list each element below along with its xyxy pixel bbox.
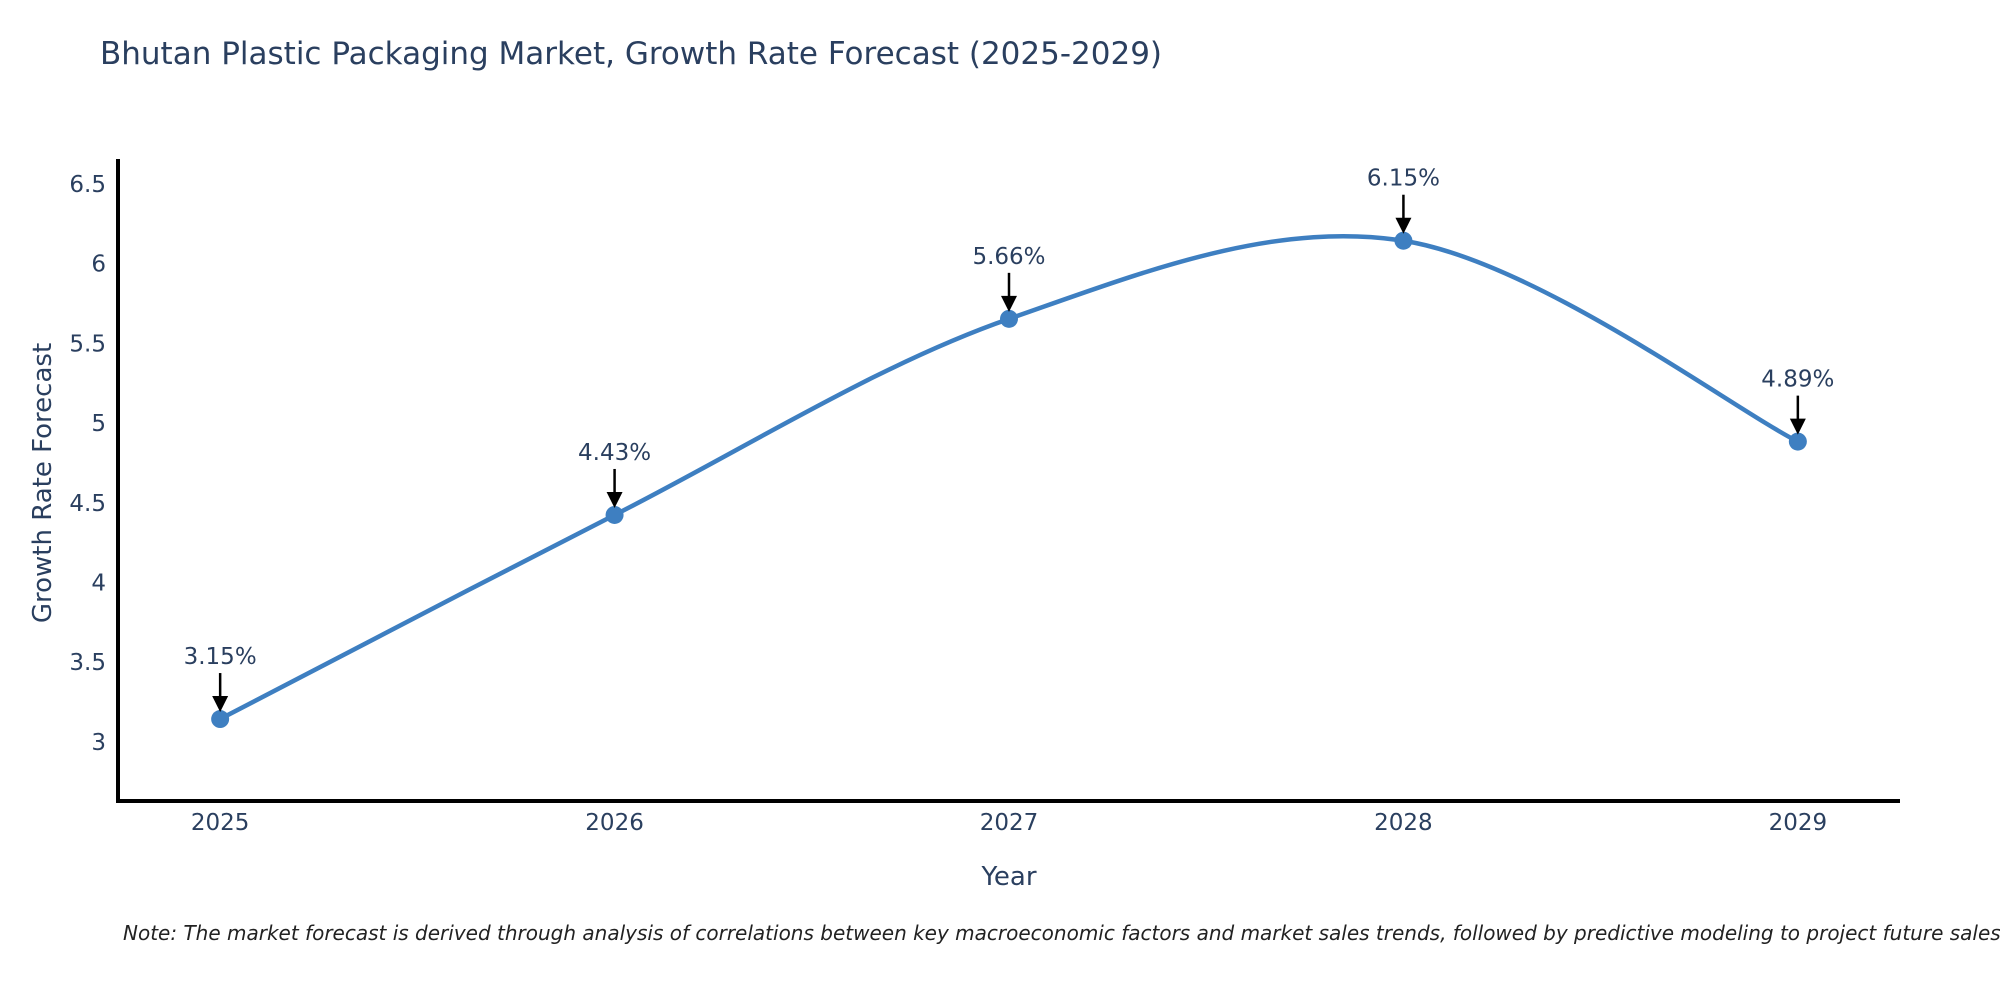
annotation-arrowhead bbox=[1789, 418, 1806, 435]
annotation-label: 3.15% bbox=[184, 644, 257, 670]
y-tick-label: 3.5 bbox=[69, 650, 106, 676]
data-point bbox=[1000, 309, 1018, 328]
data-point bbox=[211, 710, 230, 729]
annotation-label: 4.89% bbox=[1761, 367, 1834, 393]
annotation-label: 5.66% bbox=[972, 244, 1045, 270]
x-tick-label: 2027 bbox=[980, 810, 1039, 836]
y-tick-label: 6.5 bbox=[69, 172, 106, 198]
data-point bbox=[1788, 432, 1807, 451]
x-tick-label: 2028 bbox=[1374, 810, 1433, 836]
annotation-arrowhead bbox=[1001, 295, 1017, 312]
y-tick-label: 5.5 bbox=[69, 331, 106, 357]
y-tick-label: 3 bbox=[91, 730, 106, 756]
annotation-label: 4.43% bbox=[578, 440, 651, 466]
annotation-arrowhead bbox=[212, 696, 229, 713]
annotation-arrowhead bbox=[606, 491, 623, 508]
x-axis-title: Year bbox=[981, 862, 1037, 892]
y-tick-label: 5 bbox=[91, 411, 106, 437]
annotation-arrowhead bbox=[1395, 217, 1412, 234]
chart-title: Bhutan Plastic Packaging Market, Growth … bbox=[100, 36, 1163, 72]
y-tick-label: 4 bbox=[91, 571, 106, 597]
data-point bbox=[1394, 231, 1413, 250]
y-tick-label: 4.5 bbox=[69, 491, 106, 517]
y-tick-label: 6 bbox=[91, 252, 106, 278]
data-point bbox=[605, 505, 624, 524]
annotation-label: 6.15% bbox=[1367, 166, 1440, 192]
x-tick-label: 2025 bbox=[191, 810, 250, 836]
chart-note: Note: The market forecast is derived thr… bbox=[123, 921, 2000, 945]
x-tick-label: 2026 bbox=[585, 810, 644, 836]
x-tick-label: 2029 bbox=[1769, 810, 1828, 836]
